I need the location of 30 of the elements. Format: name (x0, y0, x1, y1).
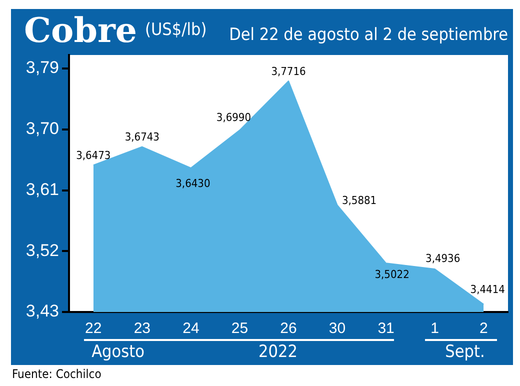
x-tick-label: 26 (280, 320, 297, 338)
y-axis-title: (US$/lb) (145, 20, 207, 40)
y-tick-label: 3,79 (26, 58, 59, 78)
y-tick-label: 3,70 (26, 119, 59, 138)
data-label: 3,6430 (176, 176, 210, 190)
chart-subtitle: Del 22 de agosto al 2 de septiembre (229, 25, 508, 45)
x-tick-label: 31 (378, 320, 394, 338)
y-tick-label: 3,52 (26, 240, 59, 260)
x-tick-label: 24 (182, 320, 200, 338)
data-label: 3,5022 (374, 268, 410, 282)
x-tick-label: 2 (479, 320, 488, 338)
data-label: 3,7716 (271, 64, 306, 78)
data-label: 3,4414 (470, 283, 505, 296)
data-label: 3,6743 (124, 130, 160, 144)
text: Agosto (92, 342, 144, 362)
x-tick-label: 22 (85, 320, 102, 338)
data-label: 3,4936 (426, 252, 460, 265)
data-label: 3,5881 (342, 194, 377, 207)
y-tick-label: 3,43 (26, 302, 59, 321)
y-tick-label: 3,61 (26, 180, 59, 199)
x-tick-label: 25 (231, 320, 248, 338)
x-tick-label: 1 (430, 320, 440, 338)
x-tick-label: 23 (134, 320, 151, 338)
data-label: 3,6473 (76, 148, 111, 162)
text: 2022 (258, 342, 298, 362)
chart-title: Cobre (24, 11, 138, 51)
x-tick-label: 30 (328, 320, 346, 338)
text: Sept. (445, 342, 485, 362)
data-label: 3,6990 (216, 110, 252, 124)
source-note: Fuente: Cochilco (12, 367, 102, 381)
